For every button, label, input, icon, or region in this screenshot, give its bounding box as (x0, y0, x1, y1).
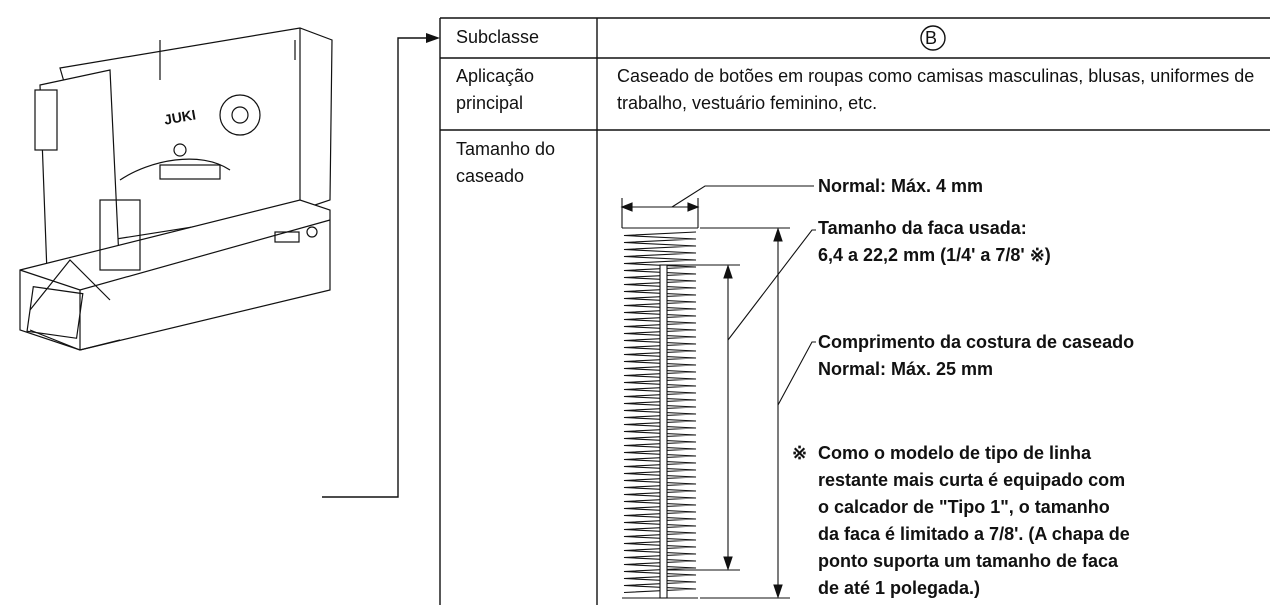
circle (920, 25, 946, 51)
note-mark: ※ (792, 443, 808, 463)
buttonhole-diagram (620, 185, 816, 599)
length-label: Normal: Máx. 25 mm (818, 359, 994, 379)
sewing-machine (19, 27, 333, 351)
knife-label: 6,4 a 22,2 mm (1/4' a 7/8' ※) (818, 245, 1051, 265)
arrowhead (687, 202, 700, 212)
arrowhead (723, 556, 733, 571)
note-line: restante mais curta é equipado com (818, 470, 1126, 490)
pointer (322, 37, 428, 498)
length-label: Comprimento da costura de caseado (818, 332, 1135, 352)
table-grid (439, 17, 1270, 605)
arrowhead (426, 33, 440, 43)
note-line: Como o modelo de tipo de linha (818, 443, 1091, 463)
arrowhead (773, 227, 783, 242)
note-line: de até 1 polegada.) (818, 578, 981, 598)
knife-label: Tamanho da faca usada: (818, 218, 1027, 238)
note-line: ponto suporta um tamanho de faca (818, 551, 1119, 571)
note-line: da faca é limitado a 7/8'. (A chapa de (818, 524, 1130, 544)
note-line: o calcador de "Tipo 1", o tamanho (818, 497, 1110, 517)
knife-slit (659, 264, 668, 599)
row-value: Caseado de botões em roupas como camisas… (617, 66, 1255, 113)
arrowhead (773, 584, 783, 599)
row-label: Tamanho do caseado (456, 139, 556, 186)
arrowhead (620, 202, 633, 212)
brand: JUKI (162, 106, 197, 128)
row-value: B (925, 28, 938, 48)
leader (777, 341, 816, 406)
leader (727, 229, 816, 341)
row-label: Aplicação principal (456, 66, 535, 113)
width-label: Normal: Máx. 4 mm (818, 176, 984, 196)
arrowhead (723, 264, 733, 279)
row-label: Subclasse (456, 27, 540, 47)
leader (671, 185, 814, 208)
